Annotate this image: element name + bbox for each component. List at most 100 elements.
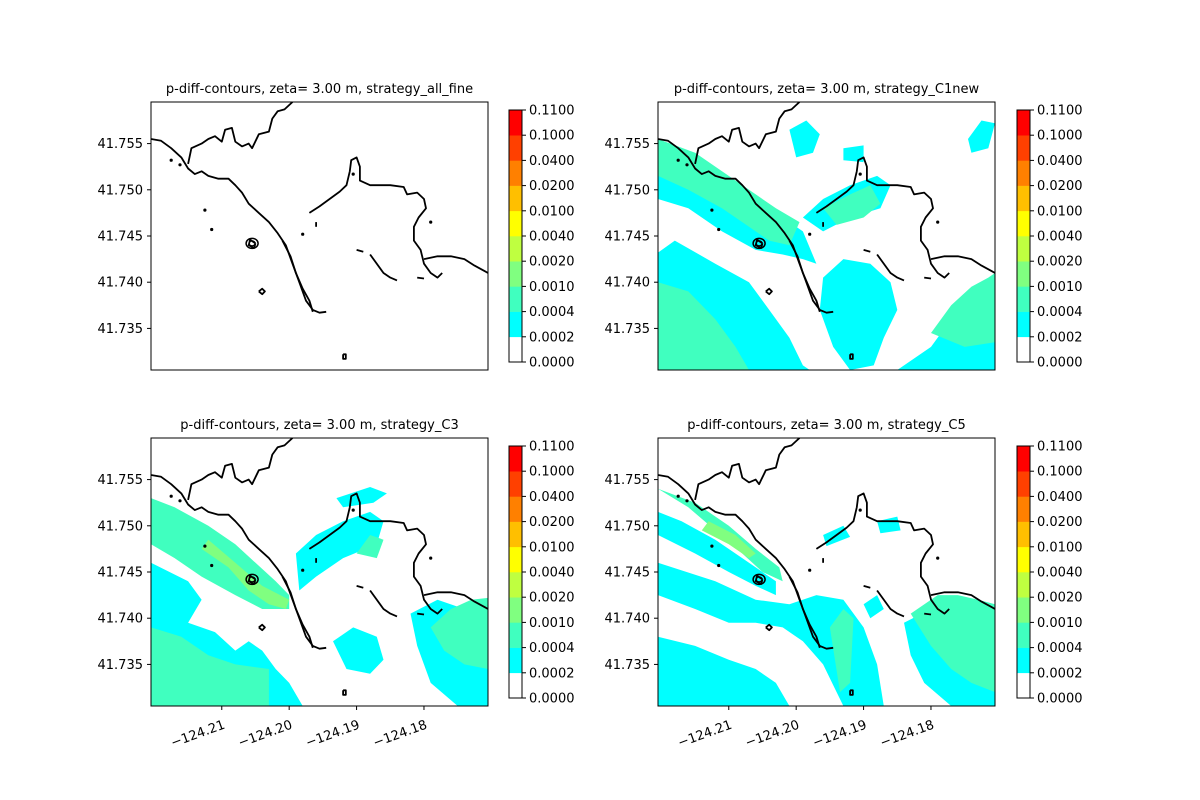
coastline-path [658, 138, 834, 314]
contour-region-level-2 [658, 488, 783, 582]
colorbar: 0.0000 0.0002 0.0004 0.0010 0.0020 0.0040 0.01… [1016, 440, 1083, 707]
colorbar-tick-label: 0.0100 [1037, 540, 1083, 555]
contour-region-level-1 [843, 145, 864, 163]
contour-region-level-2 [356, 535, 384, 559]
contour-region-level-3 [701, 521, 756, 559]
island-mark [301, 232, 305, 236]
colorbar-tick-label: 0.1100 [529, 440, 575, 455]
colorbar-segment [509, 286, 522, 312]
contour-region-level-2 [829, 609, 854, 693]
island-mark [169, 158, 173, 162]
contour-region-level-1 [819, 259, 898, 370]
y-tick-label: 41.735 [98, 322, 144, 337]
coastline-path [765, 287, 773, 296]
colorbar-tick-label: 0.0020 [1037, 255, 1083, 270]
colorbar: 0.0000 0.0002 0.0004 0.0010 0.0020 0.0040 0.01… [508, 440, 575, 707]
colorbar-tick-label: 0.0100 [1037, 204, 1083, 219]
colorbar-tick-label: 0.1100 [1037, 440, 1083, 455]
rock-ring-outer [752, 573, 766, 586]
island-mark [808, 232, 812, 236]
y-tick-label: 41.745 [98, 230, 144, 245]
colorbar-tick-label: 0.0002 [1037, 666, 1083, 681]
subplot-2: p-diff-contours, zeta= 3.00 m, strategy_… [605, 82, 1083, 371]
coastline-path [369, 589, 398, 618]
island-mark [858, 508, 862, 512]
colorbar-segment [509, 110, 522, 136]
coastline-path [924, 276, 932, 280]
colorbar-tick-label: 0.0010 [529, 280, 575, 295]
coastline-path [151, 138, 327, 314]
colorbar-segment [509, 311, 522, 338]
y-tick-label: 41.745 [98, 566, 144, 581]
y-tick-label: 41.740 [605, 612, 651, 627]
island-mark [808, 568, 812, 572]
contour-region-level-1 [295, 511, 384, 591]
coastline-path [788, 576, 821, 649]
coastline-path [765, 623, 773, 632]
colorbar-segment [1017, 110, 1030, 136]
colorbar-segment [509, 622, 522, 648]
colorbar: 0.0000 0.0002 0.0004 0.0010 0.0020 0.0040 0.01… [1016, 104, 1083, 371]
island-mark [717, 227, 721, 232]
colorbar-tick-label: 0.0020 [529, 591, 575, 606]
colorbar-tick-label: 0.0200 [1037, 179, 1083, 194]
coastline-path [342, 353, 347, 360]
colorbar-tick-label: 0.1000 [529, 465, 575, 480]
colorbar-segment [1017, 236, 1030, 262]
colorbar-tick-label: 0.0004 [1037, 305, 1083, 320]
colorbar-tick-label: 0.1000 [529, 129, 575, 144]
coastline-path [658, 474, 834, 650]
colorbar-tick-label: 0.0400 [1037, 490, 1083, 505]
coastline-path [187, 102, 294, 165]
coastline-path [151, 474, 327, 650]
coastline-path [863, 249, 871, 253]
colorbar-segment [509, 135, 522, 161]
contour-region-level-1 [336, 487, 387, 508]
y-tick-label: 41.755 [98, 473, 144, 488]
colorbar-tick-label: 0.0040 [529, 230, 575, 245]
y-tick-label: 41.750 [98, 519, 144, 534]
colorbar-tick-label: 0.0004 [1037, 641, 1083, 656]
plot-background [151, 102, 488, 370]
colorbar-segment [509, 261, 522, 287]
y-tick-label: 41.755 [605, 473, 651, 488]
colorbar-tick-label: 0.0010 [529, 616, 575, 631]
y-tick-label: 41.740 [98, 276, 144, 291]
colorbar: 0.0000 0.0002 0.0004 0.0010 0.0020 0.0040 0.01… [508, 104, 575, 371]
colorbar-segment [1017, 261, 1030, 287]
colorbar-tick-label: 0.0200 [529, 179, 575, 194]
plot-area [658, 102, 995, 370]
coastline-path [815, 492, 950, 615]
island-mark [710, 544, 714, 548]
contour-region-level-1 [789, 120, 820, 158]
plot-area [151, 102, 488, 370]
island-mark [936, 220, 940, 224]
colorbar-tick-label: 0.1100 [529, 104, 575, 119]
y-tick-label: 41.735 [605, 322, 651, 337]
subplot-title: p-diff-contours, zeta= 3.00 m, strategy_… [674, 82, 980, 97]
island-mark [203, 208, 207, 212]
contour-region-level-1 [333, 627, 384, 674]
colorbar-segment [1017, 311, 1030, 338]
coastline-path [187, 438, 294, 501]
y-tick-label: 41.735 [605, 658, 651, 673]
y-tick-label: 41.740 [605, 276, 651, 291]
colorbar-segment [509, 546, 522, 573]
coastline-path [281, 576, 314, 649]
colorbar-segment [509, 471, 522, 497]
colorbar-tick-label: 0.0010 [1037, 280, 1083, 295]
coastline-path [876, 589, 905, 618]
colorbar-segment [1017, 597, 1030, 623]
island-mark [685, 163, 689, 167]
rock-ring-outer [245, 573, 259, 586]
island-mark [710, 208, 714, 212]
colorbar-segment [1017, 622, 1030, 648]
coastline-path [258, 287, 266, 296]
island-mark [351, 508, 355, 512]
island-mark [178, 499, 182, 503]
coastline-path [308, 492, 443, 615]
island-mark [178, 163, 182, 167]
colorbar-tick-label: 0.0100 [529, 540, 575, 555]
y-tick-label: 41.740 [98, 612, 144, 627]
coastline-path [258, 623, 266, 632]
